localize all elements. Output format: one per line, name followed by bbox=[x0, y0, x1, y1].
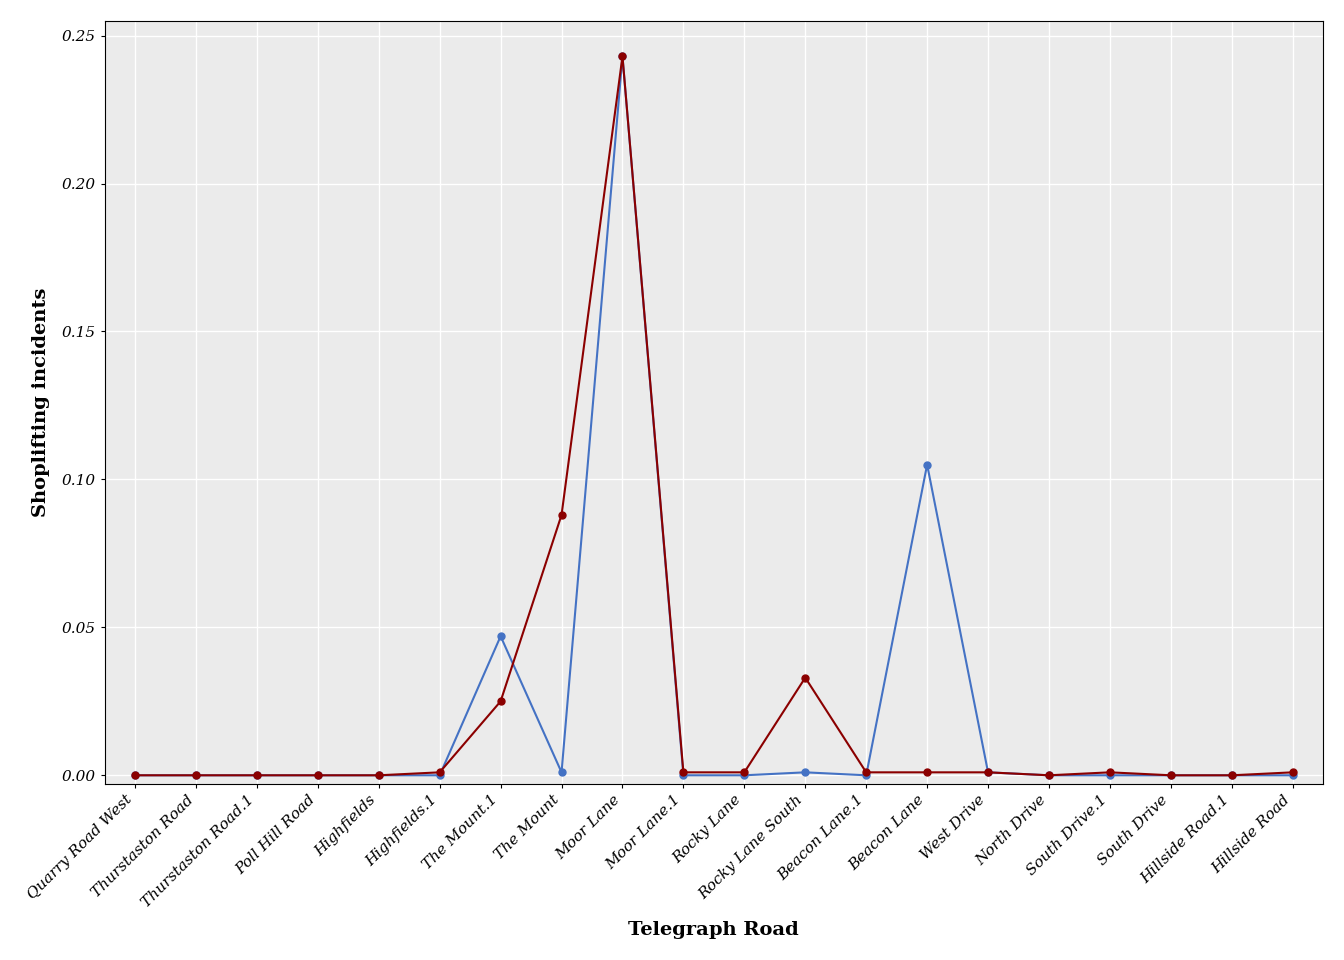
Y-axis label: Shoplifting incidents: Shoplifting incidents bbox=[32, 288, 50, 517]
X-axis label: Telegraph Road: Telegraph Road bbox=[629, 922, 800, 939]
